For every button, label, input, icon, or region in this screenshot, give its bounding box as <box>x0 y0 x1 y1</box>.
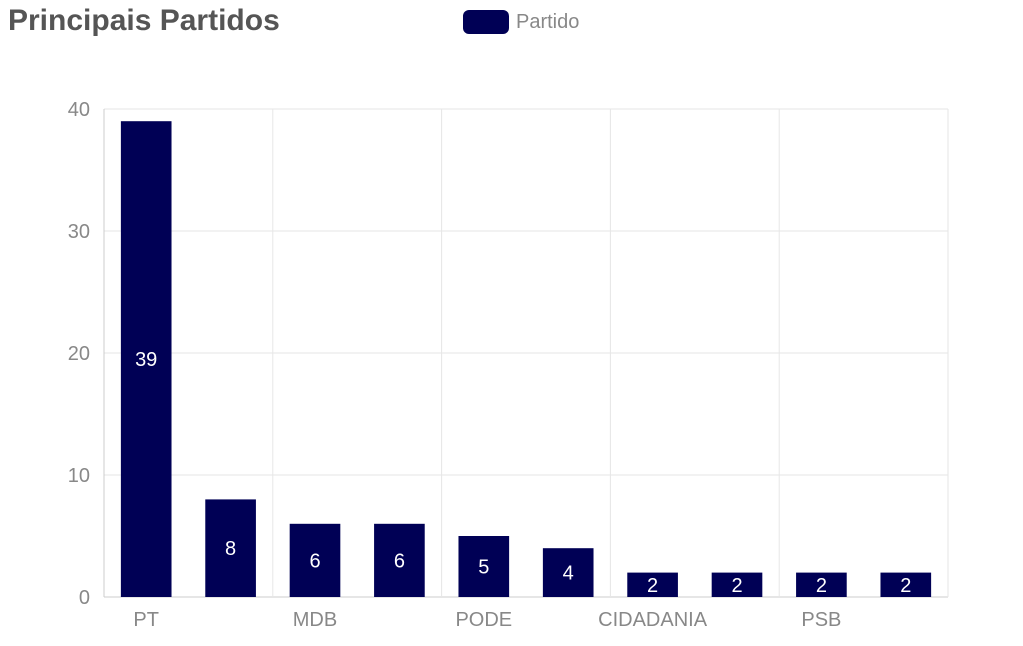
chart-grid <box>103 108 949 598</box>
y-tick-label: 30 <box>68 221 90 243</box>
bar-data-label: 39 <box>135 349 157 371</box>
bar-data-label: 2 <box>900 575 911 597</box>
bar-data-label: 6 <box>309 550 320 572</box>
bar-data-label: 6 <box>394 550 405 572</box>
bar[interactable] <box>289 523 341 597</box>
x-tick-label: PT <box>133 609 159 631</box>
x-tick-label: MDB <box>293 609 337 631</box>
bar[interactable] <box>374 523 425 597</box>
bar[interactable] <box>711 572 763 597</box>
y-tick-label: 10 <box>68 465 90 487</box>
chart-legend[interactable]: Partido <box>463 10 579 34</box>
y-tick-label: 0 <box>79 587 90 609</box>
bar[interactable] <box>542 548 594 597</box>
bar[interactable] <box>796 572 847 597</box>
bar-data-label: 8 <box>225 538 236 560</box>
bar-data-label: 2 <box>731 575 742 597</box>
x-tick-label: PSB <box>801 609 841 631</box>
bar-data-label: 4 <box>563 563 574 585</box>
legend-label: Partido <box>516 10 580 33</box>
bar[interactable] <box>880 572 932 597</box>
bar[interactable] <box>120 121 172 597</box>
bar-data-label: 2 <box>647 575 658 597</box>
x-tick-label: PODE <box>455 609 512 631</box>
bar-data-label: 2 <box>816 575 827 597</box>
chart-title: Principais Partidos <box>8 4 280 37</box>
bar-data-label: 5 <box>478 557 489 579</box>
legend-swatch <box>463 10 509 34</box>
x-tick-label: CIDADANIA <box>598 609 708 631</box>
bar[interactable] <box>205 499 256 597</box>
x-axis: PT MDB PODE CIDADANIA PSB <box>133 609 841 631</box>
chart-bars <box>120 121 932 597</box>
y-tick-label: 40 <box>68 99 90 121</box>
bar[interactable] <box>458 536 510 597</box>
bar[interactable] <box>627 572 678 597</box>
y-tick-label: 20 <box>68 343 90 365</box>
y-axis: 0 10 20 30 40 <box>68 99 90 609</box>
chart-data-labels: 39 8 6 6 5 4 2 2 2 2 <box>135 349 911 597</box>
